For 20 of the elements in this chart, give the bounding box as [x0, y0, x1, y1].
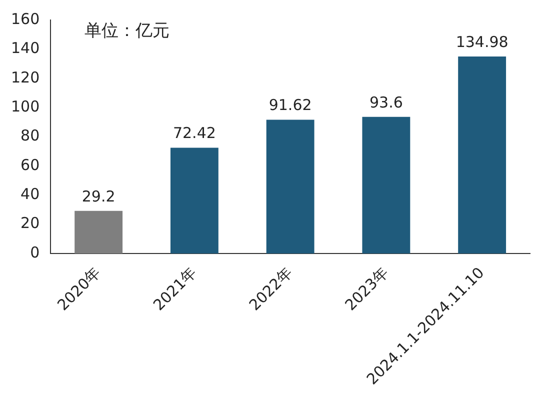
- data-label: 93.6: [369, 93, 403, 112]
- y-tick-label: 80: [20, 126, 40, 145]
- y-tick-label: 160: [10, 10, 40, 28]
- data-label: 134.98: [456, 32, 508, 51]
- y-tick-label: 140: [10, 39, 40, 58]
- y-tick-label: 120: [10, 68, 40, 86]
- data-label: 29.2: [82, 187, 116, 206]
- bar: [170, 148, 218, 254]
- y-tick-label: 0: [30, 243, 40, 262]
- annotation: 单位：亿元: [84, 20, 170, 41]
- y-tick-label: 20: [20, 214, 40, 232]
- y-tick-label: 100: [10, 97, 40, 116]
- bar: [74, 210, 123, 254]
- bar: [458, 56, 506, 254]
- bar: [362, 116, 410, 254]
- data-label: 91.62: [268, 96, 312, 114]
- data-label: 72.42: [172, 124, 216, 142]
- bar: [266, 120, 314, 254]
- y-tick-label: 40: [20, 185, 40, 204]
- y-tick-label: 60: [20, 156, 40, 174]
